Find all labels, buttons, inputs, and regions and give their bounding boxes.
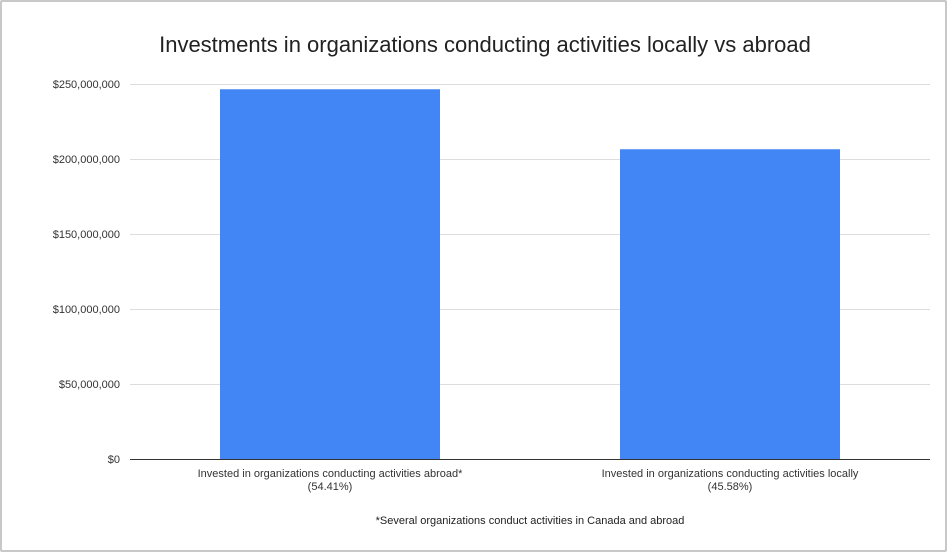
footnote: *Several organizations conduct activitie… — [376, 515, 685, 527]
y-tick-label: $0 — [108, 454, 120, 466]
x-category-label: (45.58%) — [708, 481, 753, 493]
y-axis-ticks: $0 $50,000,000 $100,000,000 $150,000,000 $20… — [53, 79, 120, 466]
chart-title: Investments in organizations conducting … — [159, 32, 811, 57]
x-category-label: (54.41%) — [308, 481, 353, 493]
y-tick-label: $150,000,000 — [53, 229, 120, 241]
bars — [220, 89, 840, 459]
x-category-label: Invested in organizations conducting act… — [198, 468, 463, 480]
bar — [620, 149, 840, 459]
x-axis-categories: Invested in organizations conducting act… — [198, 468, 859, 493]
y-tick-label: $100,000,000 — [53, 304, 120, 316]
y-tick-label: $250,000,000 — [53, 79, 120, 91]
y-tick-label: $200,000,000 — [53, 154, 120, 166]
x-category-label: Invested in organizations conducting act… — [602, 468, 859, 480]
y-tick-label: $50,000,000 — [59, 379, 120, 391]
bar — [220, 89, 440, 459]
